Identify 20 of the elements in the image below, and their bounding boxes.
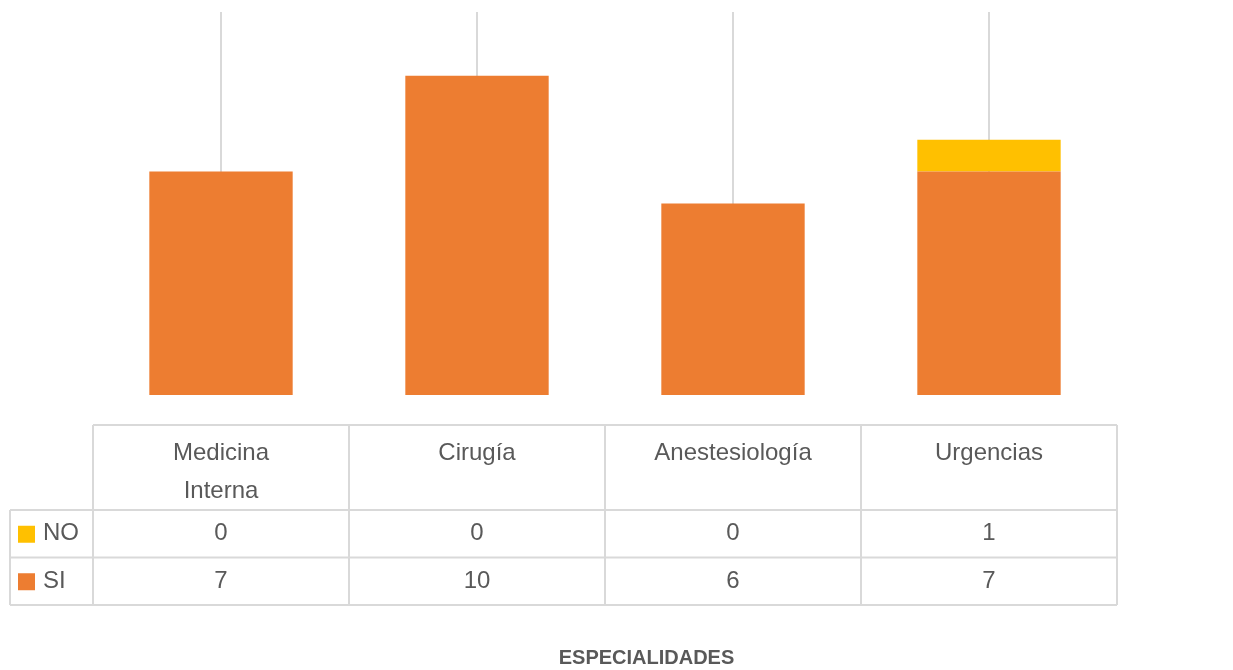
bar xyxy=(149,171,293,395)
legend-label: NO xyxy=(43,518,79,546)
data-label: 0 xyxy=(726,518,740,546)
data-label: 10 xyxy=(463,565,491,593)
x-tick-label: Anestesiología xyxy=(654,437,813,465)
bar xyxy=(661,203,805,395)
x-tick-label: Medicina Interna xyxy=(172,437,270,504)
bar xyxy=(405,75,549,395)
data-label: 1 xyxy=(982,518,996,546)
data-label: 7 xyxy=(982,565,996,593)
bar xyxy=(917,171,1061,395)
data-label: 6 xyxy=(726,565,740,593)
x-tick-label: Cirugía xyxy=(438,437,517,465)
data-label: 0 xyxy=(470,518,484,546)
legend-label: SI xyxy=(43,565,66,593)
text: ESPECIALIDADES xyxy=(558,645,735,668)
data-label: 0 xyxy=(214,518,228,546)
data-label: 7 xyxy=(214,565,228,593)
bar xyxy=(917,139,1061,172)
x-tick-label: Urgencias xyxy=(934,437,1044,465)
